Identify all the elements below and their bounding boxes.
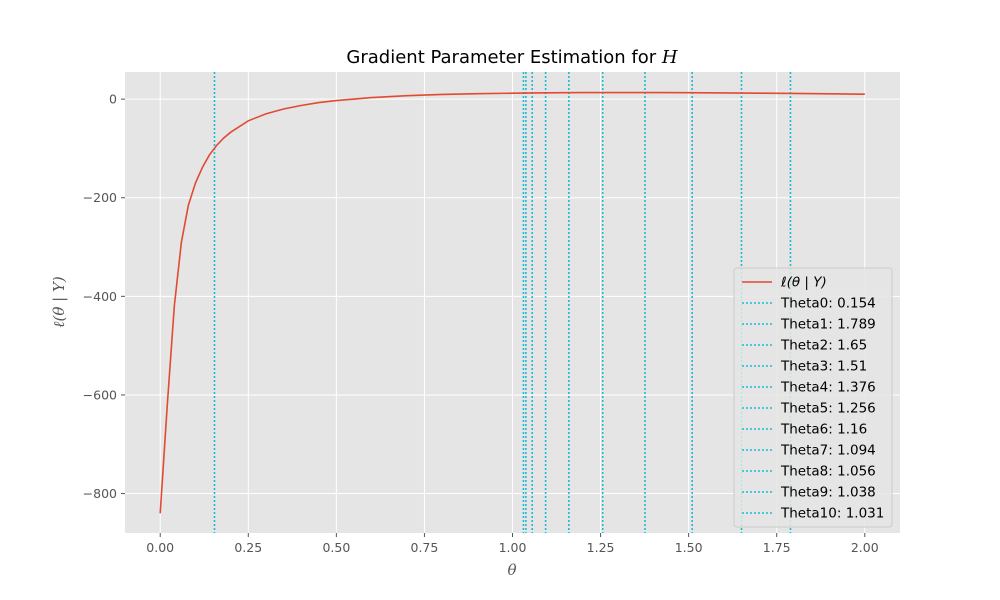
chart-title: Gradient Parameter Estimation for H	[346, 47, 677, 68]
legend-entry: Theta9: 1.038	[780, 485, 876, 501]
legend-entry: Theta7: 1.094	[780, 443, 876, 459]
legend-entry: Theta1: 1.789	[780, 317, 876, 333]
x-tick-label: 1.75	[763, 540, 791, 555]
x-ticks: 0.00 0.25 0.50 0.75 1.00 1.25 1.50 1.75 2.00	[146, 533, 879, 555]
x-tick-label: 1.50	[675, 540, 703, 555]
x-axis-label: θ	[507, 561, 516, 579]
y-tick-label: −400	[83, 289, 117, 304]
y-axis-label: ℓ(θ | Y)	[50, 276, 68, 328]
legend-entry: ℓ(θ | Y)	[780, 275, 827, 291]
x-tick-label: 1.00	[499, 540, 527, 555]
x-tick-label: 0.00	[146, 540, 174, 555]
legend-entry: Theta3: 1.51	[780, 359, 867, 375]
x-tick-label: 1.25	[587, 540, 615, 555]
legend-entry: Theta0: 0.154	[780, 296, 876, 312]
y-ticks: 0 −200 −400 −600 −800	[83, 92, 125, 501]
y-tick-label: −600	[83, 387, 117, 402]
legend-box	[733, 267, 893, 528]
series-line	[159, 91, 865, 514]
legend-entry: Theta10: 1.031	[780, 506, 884, 522]
legend-entry: Theta5: 1.256	[780, 401, 876, 417]
y-tick-label: 0	[109, 92, 117, 107]
series	[159, 91, 865, 514]
legend: ℓ(θ | Y) Theta0: 0.154 Theta1: 1.789 Theta2…	[733, 267, 893, 528]
grid	[125, 72, 900, 533]
x-tick-label: 0.75	[411, 540, 439, 555]
legend-entry: Theta4: 1.376	[780, 380, 876, 396]
legend-entry: Theta2: 1.65	[780, 338, 867, 354]
x-tick-label: 2.00	[851, 540, 879, 555]
chart-title-variable: H	[661, 47, 678, 68]
legend-entry: Theta6: 1.16	[780, 422, 867, 438]
x-tick-label: 0.25	[234, 540, 262, 555]
legend-entry: Theta8: 1.056	[780, 464, 876, 480]
y-tick-label: −200	[83, 190, 117, 205]
x-tick-label: 0.50	[322, 540, 350, 555]
y-tick-label: −800	[83, 486, 117, 501]
